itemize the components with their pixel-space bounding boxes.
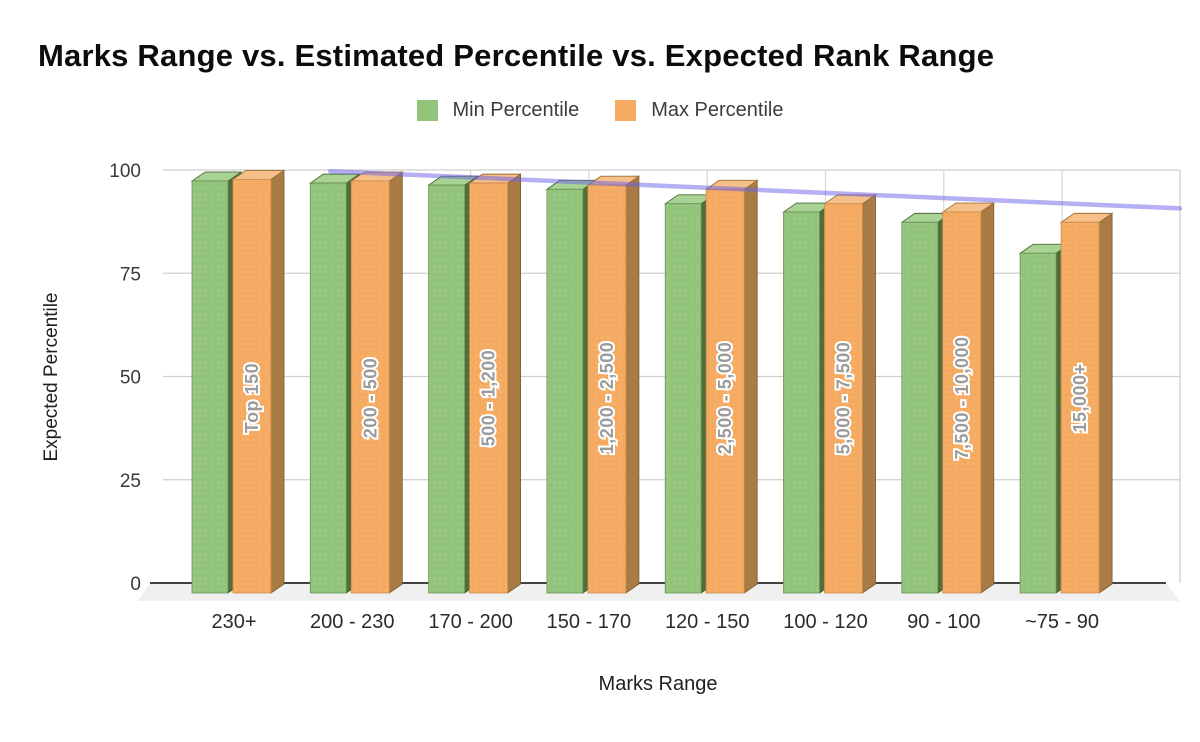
y-tick-label: 100 bbox=[109, 161, 141, 182]
bar-rank-label: 15,000+ bbox=[1070, 363, 1090, 432]
chart-title: Marks Range vs. Estimated Percentile vs.… bbox=[38, 38, 995, 73]
x-category-label: 90 - 100 bbox=[907, 611, 980, 633]
bar-side-face bbox=[270, 169, 285, 594]
bar-min-percentile-6[interactable] bbox=[901, 221, 939, 594]
x-category-label: 120 - 150 bbox=[665, 611, 750, 633]
bar-rank-label: 200 - 500 bbox=[360, 358, 380, 439]
legend-label: Max Percentile bbox=[651, 99, 784, 121]
trend-line[interactable] bbox=[328, 168, 1183, 211]
x-axis-title: Marks Range bbox=[598, 673, 718, 695]
legend-swatch-max-icon bbox=[615, 100, 637, 121]
y-tick-label: 50 bbox=[120, 368, 141, 389]
bar-rank-label: Top 150 bbox=[242, 363, 262, 433]
bar-rank-label: 1,200 - 2,500 bbox=[597, 342, 617, 455]
legend: Min Percentile Max Percentile bbox=[0, 99, 1200, 122]
bar-side-face bbox=[862, 194, 876, 594]
bar-side-face bbox=[980, 202, 995, 594]
bar-side-face bbox=[743, 179, 758, 594]
x-category-label: 230+ bbox=[211, 611, 256, 633]
bar-min-percentile-4[interactable] bbox=[664, 203, 702, 594]
y-tick-label: 75 bbox=[120, 264, 141, 285]
bar-min-percentile-2[interactable] bbox=[428, 184, 466, 594]
legend-swatch-min-icon bbox=[416, 100, 438, 121]
bar-side-face bbox=[507, 173, 521, 594]
x-category-label: 170 - 200 bbox=[428, 611, 513, 633]
bar-rank-label: 5,000 - 7,500 bbox=[834, 342, 854, 455]
bar-min-percentile-3[interactable] bbox=[546, 188, 584, 594]
y-tick-label: 0 bbox=[130, 574, 141, 595]
bar-rank-label: 2,500 - 5,000 bbox=[715, 342, 735, 455]
bar-side-face bbox=[625, 175, 640, 594]
y-tick-label: 25 bbox=[120, 471, 141, 492]
bar-side-face bbox=[1098, 212, 1113, 594]
x-category-label: 150 - 170 bbox=[547, 611, 632, 633]
legend-item-max-percentile[interactable]: Max Percentile bbox=[615, 99, 784, 122]
legend-label: Min Percentile bbox=[452, 99, 580, 121]
bar-min-percentile-1[interactable] bbox=[309, 182, 347, 594]
bar-min-percentile-7[interactable] bbox=[1019, 252, 1057, 594]
bar-rank-label: 7,500 - 10,000 bbox=[952, 336, 972, 459]
bar-min-percentile-5[interactable] bbox=[783, 211, 820, 594]
legend-item-min-percentile[interactable]: Min Percentile bbox=[416, 99, 580, 122]
bar-side-face bbox=[388, 171, 403, 594]
x-category-label: 200 - 230 bbox=[310, 611, 395, 633]
bar-rank-label: 500 - 1,200 bbox=[479, 350, 499, 447]
y-axis-title: Expected Percentile bbox=[41, 292, 62, 462]
x-category-label: ~75 - 90 bbox=[1025, 611, 1099, 633]
bar-min-percentile-0[interactable] bbox=[191, 180, 229, 594]
x-category-label: 100 - 120 bbox=[783, 611, 868, 633]
